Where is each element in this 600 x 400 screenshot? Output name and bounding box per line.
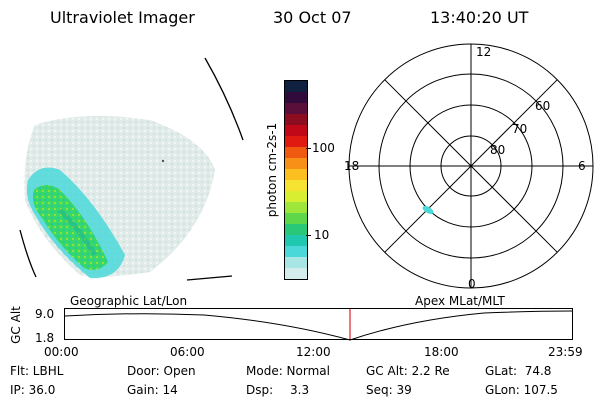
limb-arc-bottom <box>186 275 233 281</box>
aurora-spot <box>422 206 434 214</box>
polar-plot: 12 18 6 0 60 70 80 <box>344 43 594 291</box>
dsp-value: 3.3 <box>290 383 310 397</box>
colorbar-segment <box>285 158 307 169</box>
time-tick-0000: 00:00 <box>44 345 79 359</box>
colorbar-segment <box>285 202 307 213</box>
gain-value: Gain: 14 <box>127 383 178 397</box>
mlt-label-12: 12 <box>476 45 491 59</box>
y-tick-9: 9.0 <box>35 307 55 321</box>
colorbar-segment <box>285 92 307 103</box>
time-tick-0600: 06:00 <box>170 345 205 359</box>
colorbar-segment <box>285 147 307 158</box>
lat-label-70: 70 <box>512 122 527 136</box>
observation-date: 30 Oct 07 <box>273 8 352 27</box>
glon-value: GLon: 107.5 <box>485 383 558 397</box>
colorbar-segment <box>285 125 307 136</box>
colorbar-tick-10: 10 <box>314 228 330 242</box>
colorbar-segment <box>285 180 307 191</box>
colorbar-segment <box>285 246 307 257</box>
colorbar-tick-100: 100 <box>312 141 335 155</box>
colorbar-segment <box>285 235 307 246</box>
time-tick-1200: 12:00 <box>296 345 331 359</box>
instrument-title: Ultraviolet Imager <box>50 8 195 27</box>
colorbar-segment <box>285 268 307 279</box>
colorbar-segment <box>285 257 307 268</box>
colorbar-segment <box>285 213 307 224</box>
geographic-coord-label: Geographic Lat/Lon <box>70 294 188 308</box>
colorbar-segment <box>285 81 307 92</box>
colorbar-segment <box>285 191 307 202</box>
time-tick-2359: 23:59 <box>548 345 583 359</box>
colorbar-segment <box>285 169 307 180</box>
mlt-label-18: 18 <box>344 159 359 173</box>
door-status: Door: Open <box>127 364 196 378</box>
colorbar-units-label: photon cm-2s-1 <box>265 122 279 218</box>
auroral-image <box>19 57 244 281</box>
mode-value: Mode: Normal <box>246 364 330 378</box>
limb-arc-lower <box>19 229 37 278</box>
seq-value: Seq: 39 <box>366 383 412 397</box>
glat-value: GLat: 74.8 <box>485 364 552 378</box>
altitude-timeline <box>64 308 573 341</box>
y-tick-1-8: 1.8 <box>35 331 55 345</box>
time-tick-1800: 18:00 <box>424 345 459 359</box>
apex-coord-label: Apex MLat/MLT <box>415 294 505 308</box>
mlt-label-0: 0 <box>468 277 476 291</box>
altitude-curve <box>64 310 573 341</box>
colorbar-segment <box>285 103 307 114</box>
mlt-label-6: 6 <box>578 159 586 173</box>
dsp-label: Dsp: <box>246 383 274 397</box>
ip-value: IP: 36.0 <box>10 383 56 397</box>
lat-label-80: 80 <box>490 143 505 157</box>
gc-alt-value: GC Alt: 2.2 Re <box>366 364 450 378</box>
colorbar <box>284 80 308 280</box>
colorbar-segment <box>285 114 307 125</box>
observation-time: 13:40:20 UT <box>430 8 529 27</box>
lat-label-60: 60 <box>535 99 550 113</box>
gc-alt-axis-title: GC Alt <box>9 306 23 344</box>
limb-arc-upper <box>204 57 244 141</box>
filter-value: Flt: LBHL <box>10 364 64 378</box>
colorbar-segment <box>285 224 307 235</box>
colorbar-segment <box>285 136 307 147</box>
